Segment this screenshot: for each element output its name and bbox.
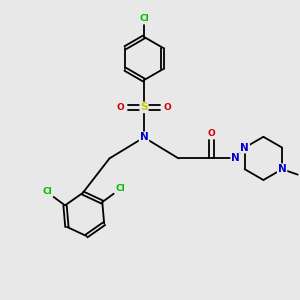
Text: O: O [208, 129, 215, 138]
Text: N: N [240, 142, 249, 153]
Text: O: O [117, 103, 124, 112]
Text: N: N [231, 153, 240, 164]
Text: Cl: Cl [139, 14, 149, 23]
Text: S: S [140, 102, 148, 112]
Text: N: N [140, 132, 148, 142]
Text: Cl: Cl [42, 187, 52, 196]
Text: Cl: Cl [116, 184, 125, 193]
Text: N: N [278, 164, 286, 174]
Text: O: O [164, 103, 171, 112]
